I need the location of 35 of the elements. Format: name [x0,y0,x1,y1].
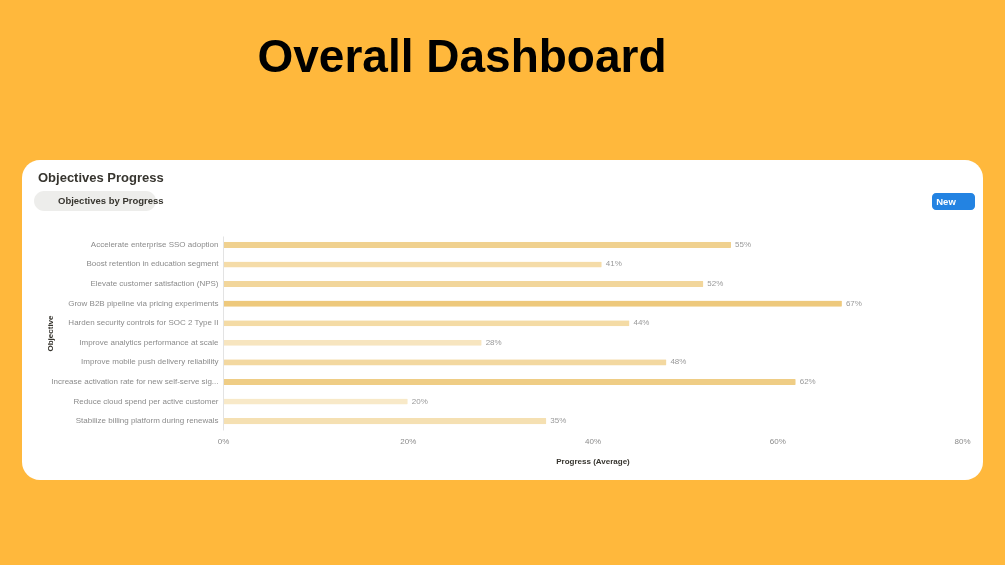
data-label: 20% [411,396,428,406]
data-label: 55% [735,239,752,249]
data-label: 62% [799,376,816,386]
x-axis-title: Progress (Average) [556,456,631,466]
x-tick-label: 0% [217,436,230,446]
data-label: 44% [633,318,650,328]
y-tick-label: Harden security controls for SOC 2 Type II [68,318,219,328]
x-tick-label: 80% [954,436,971,446]
data-label: 41% [605,259,622,269]
y-tick-label: Stabilize billing platform during renewals [75,416,219,426]
data-label: 52% [707,279,724,289]
y-tick-label: Improve mobile push delivery reliability [81,357,219,367]
y-tick-label: Improve analytics performance at scale [79,337,220,347]
text: Objectives Progress [38,170,164,185]
y-tick-label: Accelerate enterprise SSO adoption [90,239,219,249]
data-label: 48% [670,357,687,367]
bar [223,378,796,385]
bar [223,418,547,425]
y-tick-label: Boost retention in education segment [86,259,220,269]
bar [223,281,704,288]
data-label: 28% [485,337,502,347]
y-tick-label: Increase activation rate for new self-serve sig... [51,376,219,386]
chart-title: Overall Dashboard [257,30,667,82]
y-tick-label: Elevate customer satisfaction (NPS) [90,279,219,289]
text: Objectives by Progress [58,195,164,206]
text: New [936,196,957,207]
y-tick-label: Reduce cloud spend per active customer [73,396,219,406]
y-axis-title: Objective [45,314,55,352]
y-tick-label: Grow B2B pipeline via pricing experiments [68,298,219,308]
data-label: 35% [550,416,567,426]
x-tick-label: 60% [769,436,786,446]
data-label: 67% [845,298,862,308]
bar [223,241,732,248]
x-tick-label: 40% [584,436,602,446]
x-tick-label: 20% [400,436,417,446]
